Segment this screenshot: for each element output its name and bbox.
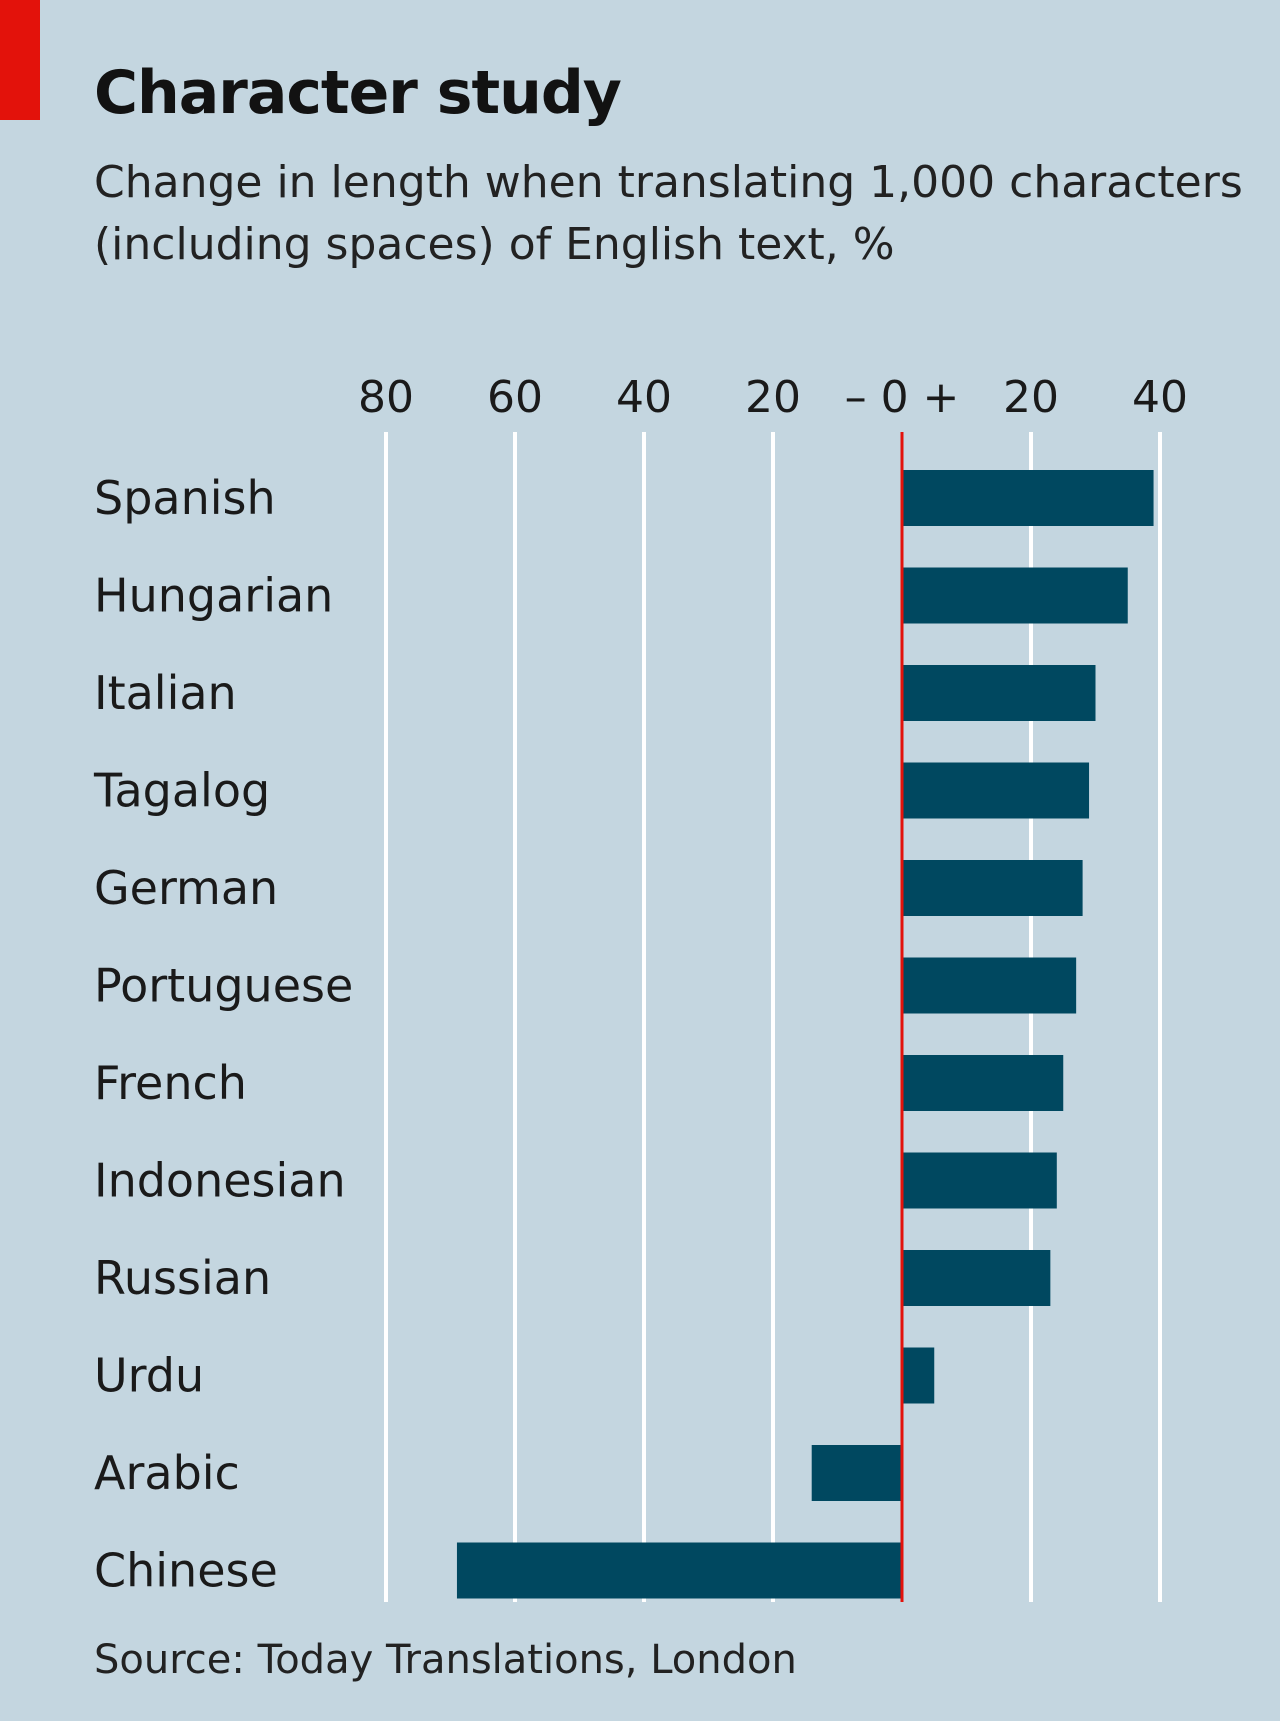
x-tick-label: 40 bbox=[1132, 372, 1188, 423]
category-label: German bbox=[94, 861, 278, 915]
bar-portuguese bbox=[902, 957, 1077, 1014]
bar-arabic bbox=[811, 1445, 902, 1501]
x-tick-label: – 0 + bbox=[845, 372, 960, 423]
category-label: Indonesian bbox=[94, 1154, 346, 1208]
category-label: French bbox=[94, 1056, 247, 1110]
bar-italian bbox=[902, 665, 1096, 721]
brand-red-tag bbox=[0, 0, 40, 120]
x-tick-label: 20 bbox=[745, 372, 801, 423]
x-axis-ticks: 80 60 40 20 – 0 + 20 40 bbox=[358, 372, 1188, 423]
category-label: Chinese bbox=[94, 1544, 278, 1598]
category-labels: Spanish Hungarian Italian Tagalog German Port… bbox=[93, 471, 353, 1598]
chart-title: Character study bbox=[94, 58, 622, 128]
x-tick-label: 80 bbox=[358, 372, 414, 423]
x-tick-label: 40 bbox=[616, 372, 672, 423]
gridlines bbox=[384, 432, 1162, 1602]
bar-german bbox=[902, 860, 1083, 916]
category-label: Portuguese bbox=[94, 959, 353, 1013]
x-tick-label: 20 bbox=[1003, 372, 1059, 423]
bars bbox=[456, 470, 1154, 1599]
bar-indonesian bbox=[902, 1152, 1057, 1209]
category-label: Italian bbox=[94, 666, 237, 720]
source-note: Source: Today Translations, London bbox=[94, 1637, 797, 1683]
x-tick-label: 60 bbox=[487, 372, 543, 423]
bar-urdu bbox=[902, 1347, 935, 1404]
category-label: Arabic bbox=[94, 1446, 240, 1500]
chart-subtitle: Change in length when translating 1,000 … bbox=[94, 157, 1243, 270]
category-label: Hungarian bbox=[94, 569, 333, 623]
bar-chinese bbox=[456, 1542, 902, 1599]
category-label: Russian bbox=[94, 1251, 271, 1305]
category-label: Tagalog bbox=[93, 764, 270, 818]
bar-spanish bbox=[902, 470, 1154, 526]
bar-tagalog bbox=[902, 762, 1090, 819]
bar-russian bbox=[902, 1250, 1051, 1306]
bar-hungarian bbox=[902, 567, 1128, 624]
bar-french bbox=[902, 1055, 1064, 1111]
category-label: Urdu bbox=[94, 1349, 204, 1403]
category-label: Spanish bbox=[94, 471, 276, 525]
